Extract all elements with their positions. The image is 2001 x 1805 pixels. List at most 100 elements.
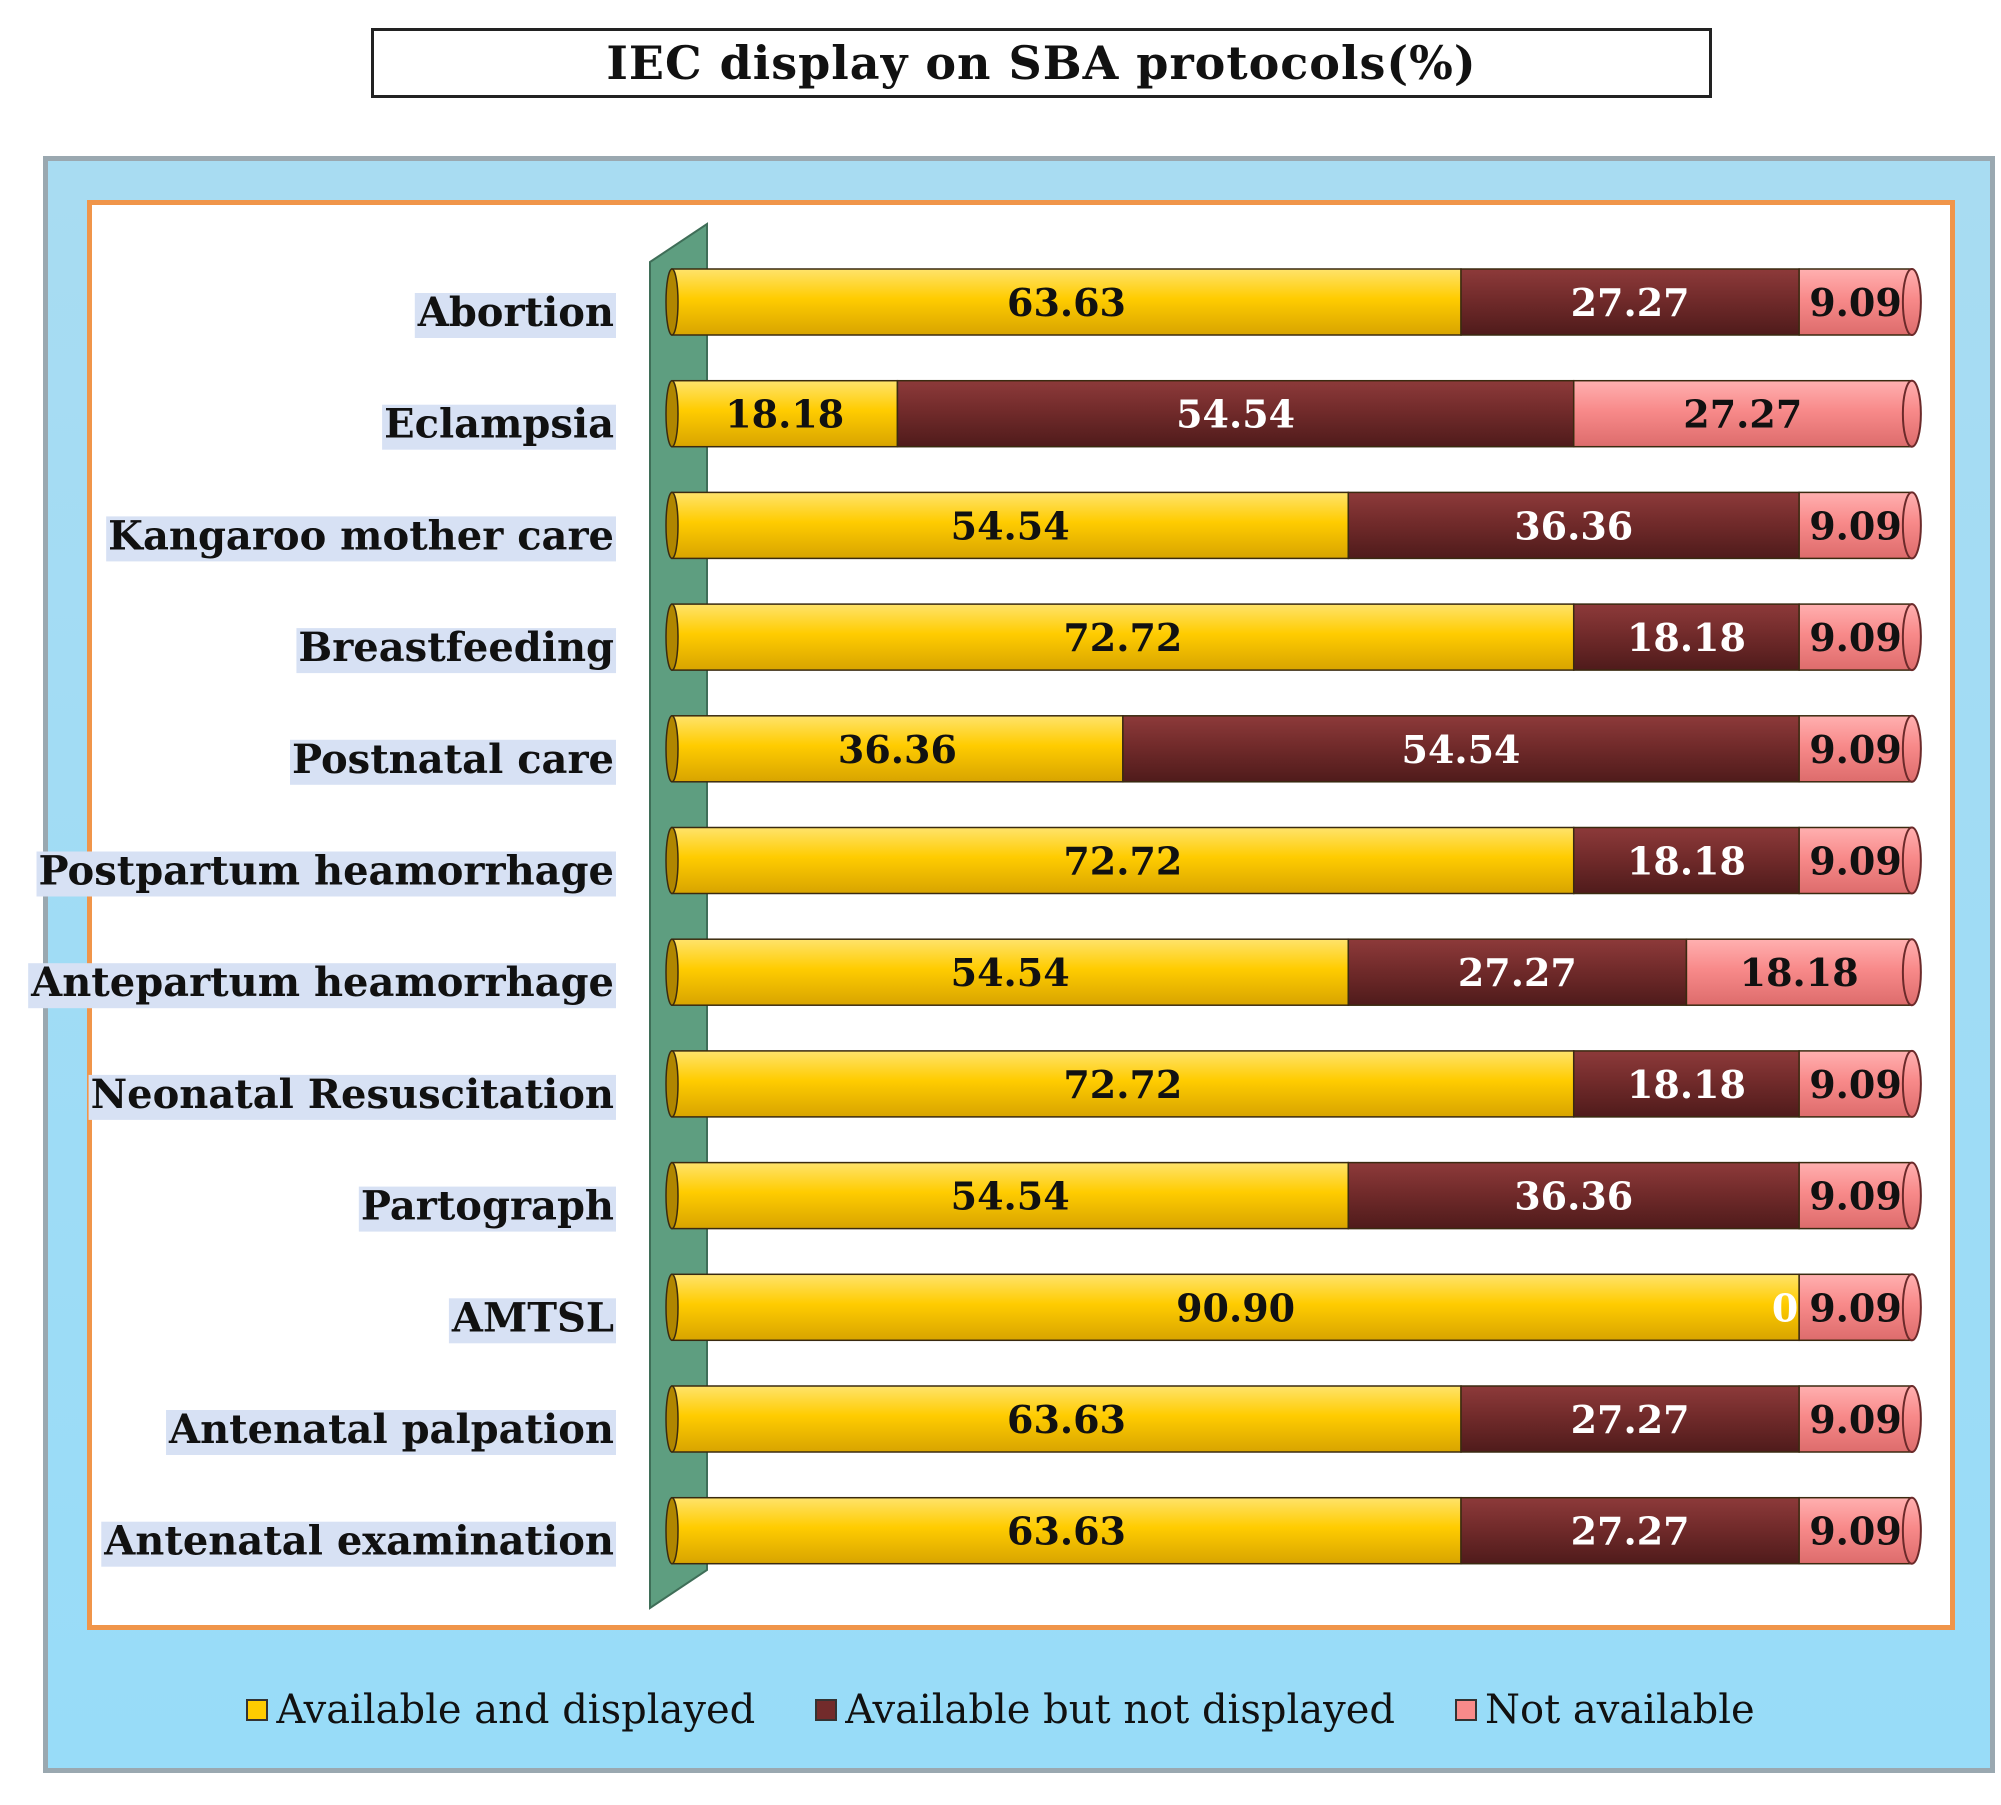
bar-segment [1798,1161,1913,1230]
data-label: 9.09 [1809,503,1902,548]
bar-end-cap [1901,379,1922,448]
data-label: 63.63 [1007,280,1126,325]
bar-segment [1798,603,1913,671]
bar-start-cap [665,1273,679,1342]
bar-end-cap [1901,268,1922,336]
data-label: 72.72 [1063,615,1182,660]
data-label: 54.54 [1402,727,1521,772]
bar-end-cap [1901,714,1922,783]
bar-segment [1460,1496,1800,1565]
bar-end-cap [1901,603,1922,672]
bar-segment [1798,1385,1913,1453]
category-label-highlight [290,739,616,785]
bar-segment [671,603,1575,671]
category-label-highlight [101,1521,616,1567]
bar-segment [1460,268,1800,336]
category-label: Eclampsia [384,401,614,448]
bar-segment [1798,491,1913,560]
bar-start-cap [665,491,679,560]
bar-start-cap [665,1050,679,1118]
chart-title: IEC display on SBA protocols(%) [606,36,1477,90]
bar-segment [1798,715,1913,783]
bar-segment [1798,826,1913,895]
category-label-highlight [358,1186,616,1232]
bar-start-cap [665,379,679,448]
bar-start-cap [665,1161,679,1230]
bar-start-cap [665,938,679,1006]
bar-segment [1572,1050,1800,1118]
category-label: Antenatal examination [103,1518,614,1565]
category-label-highlight [106,516,616,562]
bar-segment [671,268,1462,336]
data-label: 9.09 [1809,1509,1902,1554]
data-label: 9.09 [1809,727,1902,772]
data-label: 54.54 [951,950,1070,995]
category-label: Postpartum heamorrhage [39,848,614,895]
legend-item: Available but not displayed [815,1687,1395,1733]
category-label-highlight [166,1410,616,1455]
bar-segment [1798,1050,1913,1118]
category-label-highlight [448,1298,616,1344]
category-label-highlight [414,293,616,338]
data-label: 36.36 [1514,503,1633,548]
category-label-highlight [88,1074,616,1120]
category-label-highlight [36,851,616,897]
bar-end-cap [1901,1161,1922,1230]
bar-segment [671,938,1350,1006]
category-label: Antenatal palpation [168,1406,614,1453]
data-label: 18.18 [1627,839,1746,884]
bar-segment [671,826,1575,895]
category-label: Breastfeeding [298,624,614,671]
bar-start-cap [665,1496,679,1565]
data-label: 54.54 [1176,392,1295,437]
data-label: 72.72 [1063,1062,1182,1107]
bar-segment [1798,1273,1913,1342]
bar-segment [1347,491,1800,560]
data-label: 18.18 [1627,615,1746,660]
bar-segment [671,1496,1462,1565]
bar-segment [1572,379,1913,448]
data-label: 9.09 [1809,280,1902,325]
data-label: 36.36 [1514,1174,1633,1219]
data-label: 27.27 [1458,950,1577,995]
bar-segment [671,1050,1575,1118]
category-label: Abortion [417,289,614,336]
bar-end-cap [1901,1273,1922,1342]
bar-segment [1798,268,1913,336]
data-label: 18.18 [725,392,844,437]
bar-segment [1347,938,1688,1006]
legend-label: Available and displayed [276,1687,756,1733]
data-label: 27.27 [1571,280,1690,325]
bar-end-cap [1901,1496,1922,1565]
bar-segment [896,379,1575,448]
data-label: 18.18 [1627,1062,1746,1107]
category-label: Kangaroo mother care [108,512,614,559]
bar-start-cap [665,826,679,895]
data-label: 0 [1772,1285,1798,1330]
data-label: 27.27 [1571,1509,1690,1554]
legend-swatch [1455,1699,1477,1721]
bar-segment [671,491,1350,560]
bar-start-cap [665,715,679,783]
legend-label: Available but not displayed [845,1687,1395,1733]
category-label: AMTSL [451,1294,614,1341]
bar-end-cap [1901,1049,1922,1118]
data-label: 54.54 [951,503,1070,548]
data-label: 36.36 [838,727,957,772]
data-label: 63.63 [1007,1397,1126,1442]
data-label: 9.09 [1809,615,1902,660]
bar-segment [1572,603,1800,671]
bar-segment [1460,1385,1800,1453]
legend-label: Not available [1485,1687,1755,1733]
legend: Available and displayed Available but not… [0,1680,2001,1740]
category-label-highlight [296,628,617,674]
data-label: 72.72 [1063,839,1182,884]
legend-swatch [246,1699,269,1721]
category-label-highlight [382,404,616,450]
category-label: Neonatal Resuscitation [91,1071,614,1118]
data-label: 9.09 [1809,1174,1902,1219]
chart-title-box: IEC display on SBA protocols(%) [371,28,1712,98]
bar-end-cap [1901,826,1922,895]
data-label: 18.18 [1740,950,1859,995]
